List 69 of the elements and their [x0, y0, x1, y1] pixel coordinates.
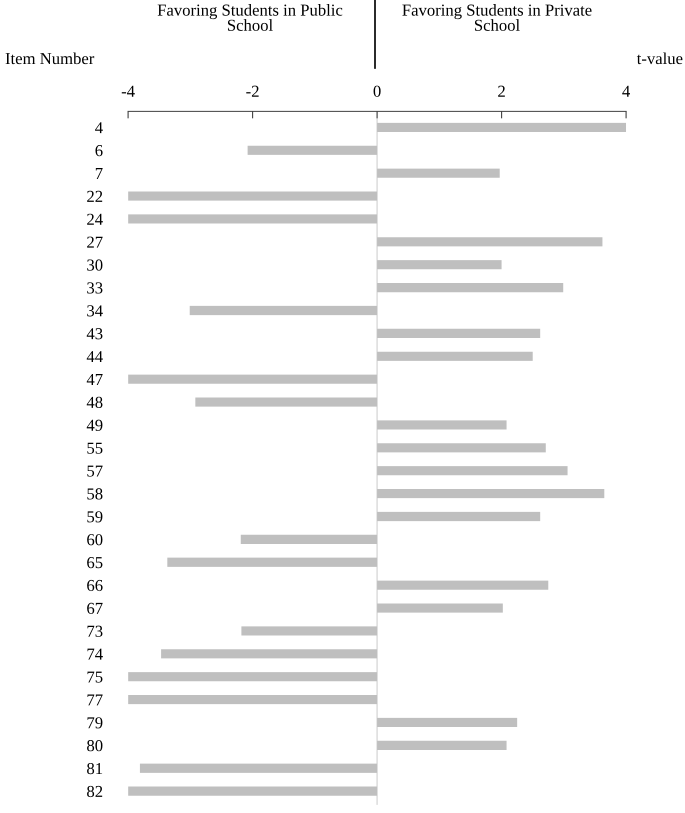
- bar: [377, 283, 564, 292]
- y-tick-label: 24: [87, 214, 103, 225]
- bar: [241, 626, 378, 636]
- bar: [167, 558, 378, 567]
- bar: [377, 718, 518, 728]
- y-tick-label: 4: [95, 122, 103, 134]
- y-tick-label: 66: [87, 580, 103, 592]
- bar: [377, 168, 500, 178]
- bar: [377, 352, 533, 361]
- bar: [377, 580, 548, 590]
- text: Favoring Students in Public School: [158, 4, 342, 31]
- y-tick-label: 30: [87, 259, 102, 271]
- bar: [195, 397, 378, 407]
- y-tick-label: 58: [87, 488, 102, 500]
- y-tick-label: 47: [86, 374, 103, 385]
- bar: [377, 260, 502, 270]
- x-tick-label: 4: [622, 86, 630, 97]
- y-tick-label: 6: [95, 145, 103, 156]
- y-tick-label: 44: [86, 351, 103, 362]
- bar: [190, 306, 378, 316]
- bar: [240, 534, 378, 544]
- y-tick-label: 49: [86, 420, 102, 431]
- y-tick-label: 22: [87, 190, 102, 202]
- bar: [377, 512, 540, 522]
- bar: [377, 443, 546, 452]
- y-tick-label: 77: [88, 694, 103, 706]
- bar: [128, 672, 378, 682]
- y-tick-label: 34: [87, 305, 103, 316]
- bar: [377, 466, 568, 476]
- y-tick-label: 48: [86, 396, 102, 408]
- y-tick-label: 57: [87, 466, 103, 477]
- x-tick-label: 0: [374, 86, 381, 97]
- x-tick-label: 2: [498, 86, 505, 97]
- y-tick-label: 33: [87, 282, 102, 294]
- bar: [377, 328, 540, 338]
- bar: [377, 420, 507, 430]
- bar: [377, 489, 604, 498]
- y-tick-label: 65: [87, 557, 102, 568]
- bar: [248, 146, 378, 155]
- y-tick-label: 74: [88, 648, 103, 660]
- y-tick-label: 27: [87, 236, 103, 248]
- bar: [128, 786, 378, 796]
- y-axis-title: Item Number: [6, 52, 94, 64]
- y-tick-label: 67: [87, 602, 103, 614]
- bar: [377, 740, 507, 750]
- y-tick-label: 7: [96, 168, 103, 179]
- x-tick-label: -4: [122, 86, 135, 97]
- bar: [128, 191, 378, 201]
- y-tick-label: 81: [87, 762, 102, 774]
- bar: [140, 764, 378, 773]
- x-axis-title: t-value: [636, 52, 682, 64]
- bar: [377, 603, 503, 613]
- bar: [161, 649, 378, 658]
- y-tick-label: 60: [87, 534, 102, 546]
- bar: [128, 374, 378, 384]
- bar: [377, 122, 626, 132]
- y-tick-label: 80: [87, 740, 102, 752]
- y-tick-label: 59: [87, 511, 102, 522]
- bar: [128, 214, 378, 224]
- x-tick-label: -2: [246, 86, 259, 97]
- y-tick-label: 43: [86, 328, 102, 340]
- y-tick-label: 73: [88, 626, 102, 637]
- bar: [377, 237, 602, 246]
- y-tick-label: 75: [88, 672, 102, 683]
- text: Favoring Students in Private School: [402, 4, 592, 31]
- bar: [128, 695, 378, 704]
- y-tick-label: 79: [88, 717, 102, 728]
- y-tick-label: 82: [87, 786, 102, 798]
- y-tick-label: 55: [87, 442, 102, 454]
